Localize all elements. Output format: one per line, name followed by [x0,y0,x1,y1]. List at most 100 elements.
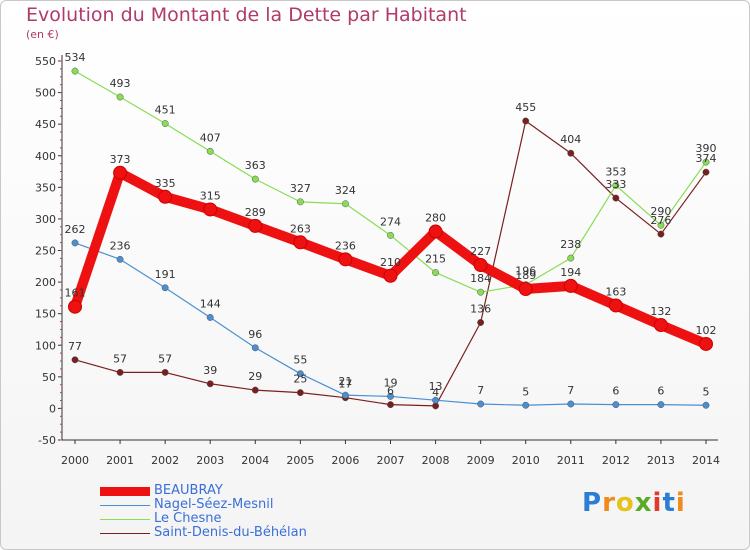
data-label: 374 [696,152,717,165]
x-tick-label: 2010 [512,454,540,467]
data-point [612,401,620,409]
data-label: 77 [68,340,82,353]
data-point [206,380,214,388]
data-label: 210 [380,256,401,269]
data-point [432,269,440,277]
data-label: 144 [200,297,221,310]
data-point [158,189,173,204]
data-label: 5 [703,385,710,398]
data-label: 6 [387,385,394,398]
data-label: 132 [650,305,671,318]
logo-letter: i [675,488,686,518]
data-point [653,318,668,333]
data-point [428,224,443,239]
data-point [161,368,169,376]
data-point [341,391,349,399]
data-point [477,319,485,326]
data-point [477,288,485,296]
data-label: 324 [335,184,356,197]
chart-axes: -50 0 50 100 150 200 250 300 350 400 450 500 550 2000… [35,55,720,467]
data-label: 327 [290,182,311,195]
data-point [71,67,79,75]
legend-swatch [100,505,150,506]
x-tick-label: 2013 [647,454,675,467]
x-tick-label: 2011 [557,454,585,467]
x-tick-label: 2008 [422,454,450,467]
data-label: 136 [470,303,491,316]
data-point [161,120,169,127]
y-tick-label: 400 [35,150,56,163]
data-point [341,200,349,208]
legend-label: BEAUBRAY [154,483,223,498]
y-tick-label: 550 [35,55,56,68]
data-label: 276 [650,214,671,227]
y-tick-label: 450 [35,118,56,131]
data-point [612,194,620,202]
data-point [203,202,218,217]
data-point [702,168,710,176]
data-label: 238 [560,238,581,251]
data-label: 7 [477,384,484,397]
data-point [206,147,214,155]
data-point [657,221,665,229]
data-point [432,396,440,404]
x-tick-label: 2003 [196,454,224,467]
legend-swatch [100,519,150,520]
data-label: 6 [657,385,664,398]
data-point [161,284,169,292]
data-point [71,239,79,247]
data-label: 7 [567,384,574,397]
data-point [702,158,710,166]
data-label: 4 [432,386,439,399]
x-tick-label: 2004 [241,454,269,467]
data-label: 215 [425,253,446,266]
data-label: 274 [380,215,401,228]
data-point [567,254,575,262]
data-label: 407 [200,131,221,144]
data-point [657,401,665,409]
data-point [522,401,530,409]
x-tick-label: 2014 [692,454,720,467]
data-label: 184 [470,272,491,285]
y-tick-label: 300 [35,213,56,226]
data-point [387,231,394,239]
y-tick-label: 200 [35,276,56,289]
data-point [612,181,620,189]
y-tick-label: 350 [35,181,56,194]
data-point [567,400,575,408]
data-label: 39 [203,364,217,377]
data-label: 534 [65,51,86,64]
data-label: 19 [384,376,398,389]
logo-letter: o [615,488,635,518]
data-point [608,298,623,313]
data-label: 262 [65,223,86,236]
data-label: 289 [245,206,266,219]
data-point [206,314,214,321]
data-label: 455 [515,101,536,114]
y-tick-label: 50 [42,371,56,384]
data-label: 96 [248,328,262,341]
data-label: 236 [335,239,356,252]
data-label: 189 [515,269,536,282]
data-label: 363 [245,159,266,172]
data-label: 102 [696,324,717,337]
data-label: 191 [155,268,176,281]
data-point [113,165,128,180]
logo-letter: r [602,488,616,518]
data-point [383,268,398,283]
x-tick-label: 2007 [377,454,405,467]
logo-letter: i [652,488,663,518]
data-point [296,370,304,378]
data-label: 333 [605,178,626,191]
line-chart: -50 0 50 100 150 200 250 300 350 400 450 500 550 2000… [35,51,720,467]
data-label: 57 [158,352,172,365]
data-point [296,198,304,206]
data-label: 161 [65,287,86,300]
data-point [338,252,353,267]
x-tick-label: 2009 [467,454,495,467]
data-label: 21 [338,375,352,388]
data-label: 196 [515,265,536,278]
y-tick-label: 100 [35,339,56,352]
data-label: 6 [612,385,619,398]
logo-letter: t [662,488,676,518]
